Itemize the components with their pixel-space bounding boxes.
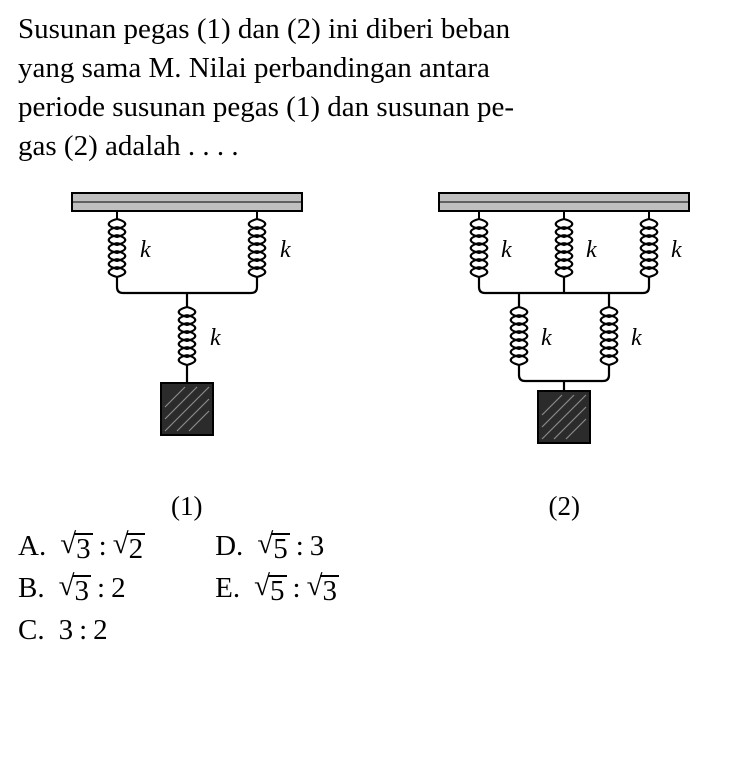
diagram-2: k k k k k: [396, 185, 734, 522]
q-line1: Susunan pegas (1) dan (2) ini diberi beb…: [18, 13, 510, 45]
option-C-letter: C.: [18, 614, 45, 647]
join-wire-2a: [479, 277, 649, 293]
join-wire-2b: [519, 365, 609, 381]
q-line4: gas (2) adalah . . . .: [18, 130, 239, 162]
option-D: D. √5 : 3: [215, 530, 339, 564]
option-A-letter: A.: [18, 530, 46, 563]
option-B-letter: B.: [18, 572, 45, 605]
diagram-1: k k k: [18, 185, 356, 522]
option-C: C. 3 : 2: [18, 614, 145, 647]
spring-2-bot-1: [511, 307, 528, 365]
spring-top-left: [109, 219, 126, 277]
sqrt-icon: √2: [113, 530, 145, 564]
options: A. √3 : √2 B. √3 : 2 C. 3 : 2 D.: [18, 530, 733, 647]
label-k-8: k: [631, 325, 642, 351]
option-E-letter: E.: [215, 572, 240, 605]
sqrt-icon: √3: [59, 572, 91, 606]
label-k-2: k: [280, 237, 291, 263]
conns-mid-2: [519, 293, 609, 307]
option-B: B. √3 : 2: [18, 572, 145, 606]
diagram-2-svg: k k k k k: [419, 185, 709, 485]
label-k-6: k: [671, 237, 682, 263]
diagram-2-caption: (2): [549, 491, 580, 522]
label-k-7: k: [541, 325, 552, 351]
label-k-4: k: [501, 237, 512, 263]
q-line3: periode susunan pegas (1) dan susunan pe…: [18, 91, 514, 123]
diagrams-row: k k k: [18, 185, 733, 522]
options-col-right: D. √5 : 3 E. √5 : √3: [215, 530, 339, 647]
spring-2-top-1: [471, 219, 488, 277]
sqrt-icon: √5: [254, 572, 286, 606]
options-col-left: A. √3 : √2 B. √3 : 2 C. 3 : 2: [18, 530, 145, 647]
label-k-3: k: [210, 325, 221, 351]
spring-top-right: [249, 219, 266, 277]
q-line2: yang sama M. Nilai perbandingan antara: [18, 52, 490, 84]
option-D-letter: D.: [215, 530, 243, 563]
spring-2-top-2: [556, 219, 573, 277]
conns-top-2: [479, 211, 649, 219]
sqrt-icon: √3: [307, 572, 339, 606]
spring-2-top-3: [641, 219, 658, 277]
option-A: A. √3 : √2: [18, 530, 145, 564]
question-text: Susunan pegas (1) dan (2) ini diberi beb…: [18, 10, 733, 167]
sqrt-icon: √3: [60, 530, 92, 564]
spring-2-bot-2: [601, 307, 618, 365]
diagram-1-caption: (1): [171, 491, 202, 522]
label-k-1: k: [140, 237, 151, 263]
spring-bottom: [179, 307, 196, 365]
diagram-1-svg: k k k: [52, 185, 322, 485]
label-k-5: k: [586, 237, 597, 263]
option-E: E. √5 : √3: [215, 572, 339, 606]
join-wire-1: [117, 277, 257, 293]
sqrt-icon: √5: [257, 530, 289, 564]
